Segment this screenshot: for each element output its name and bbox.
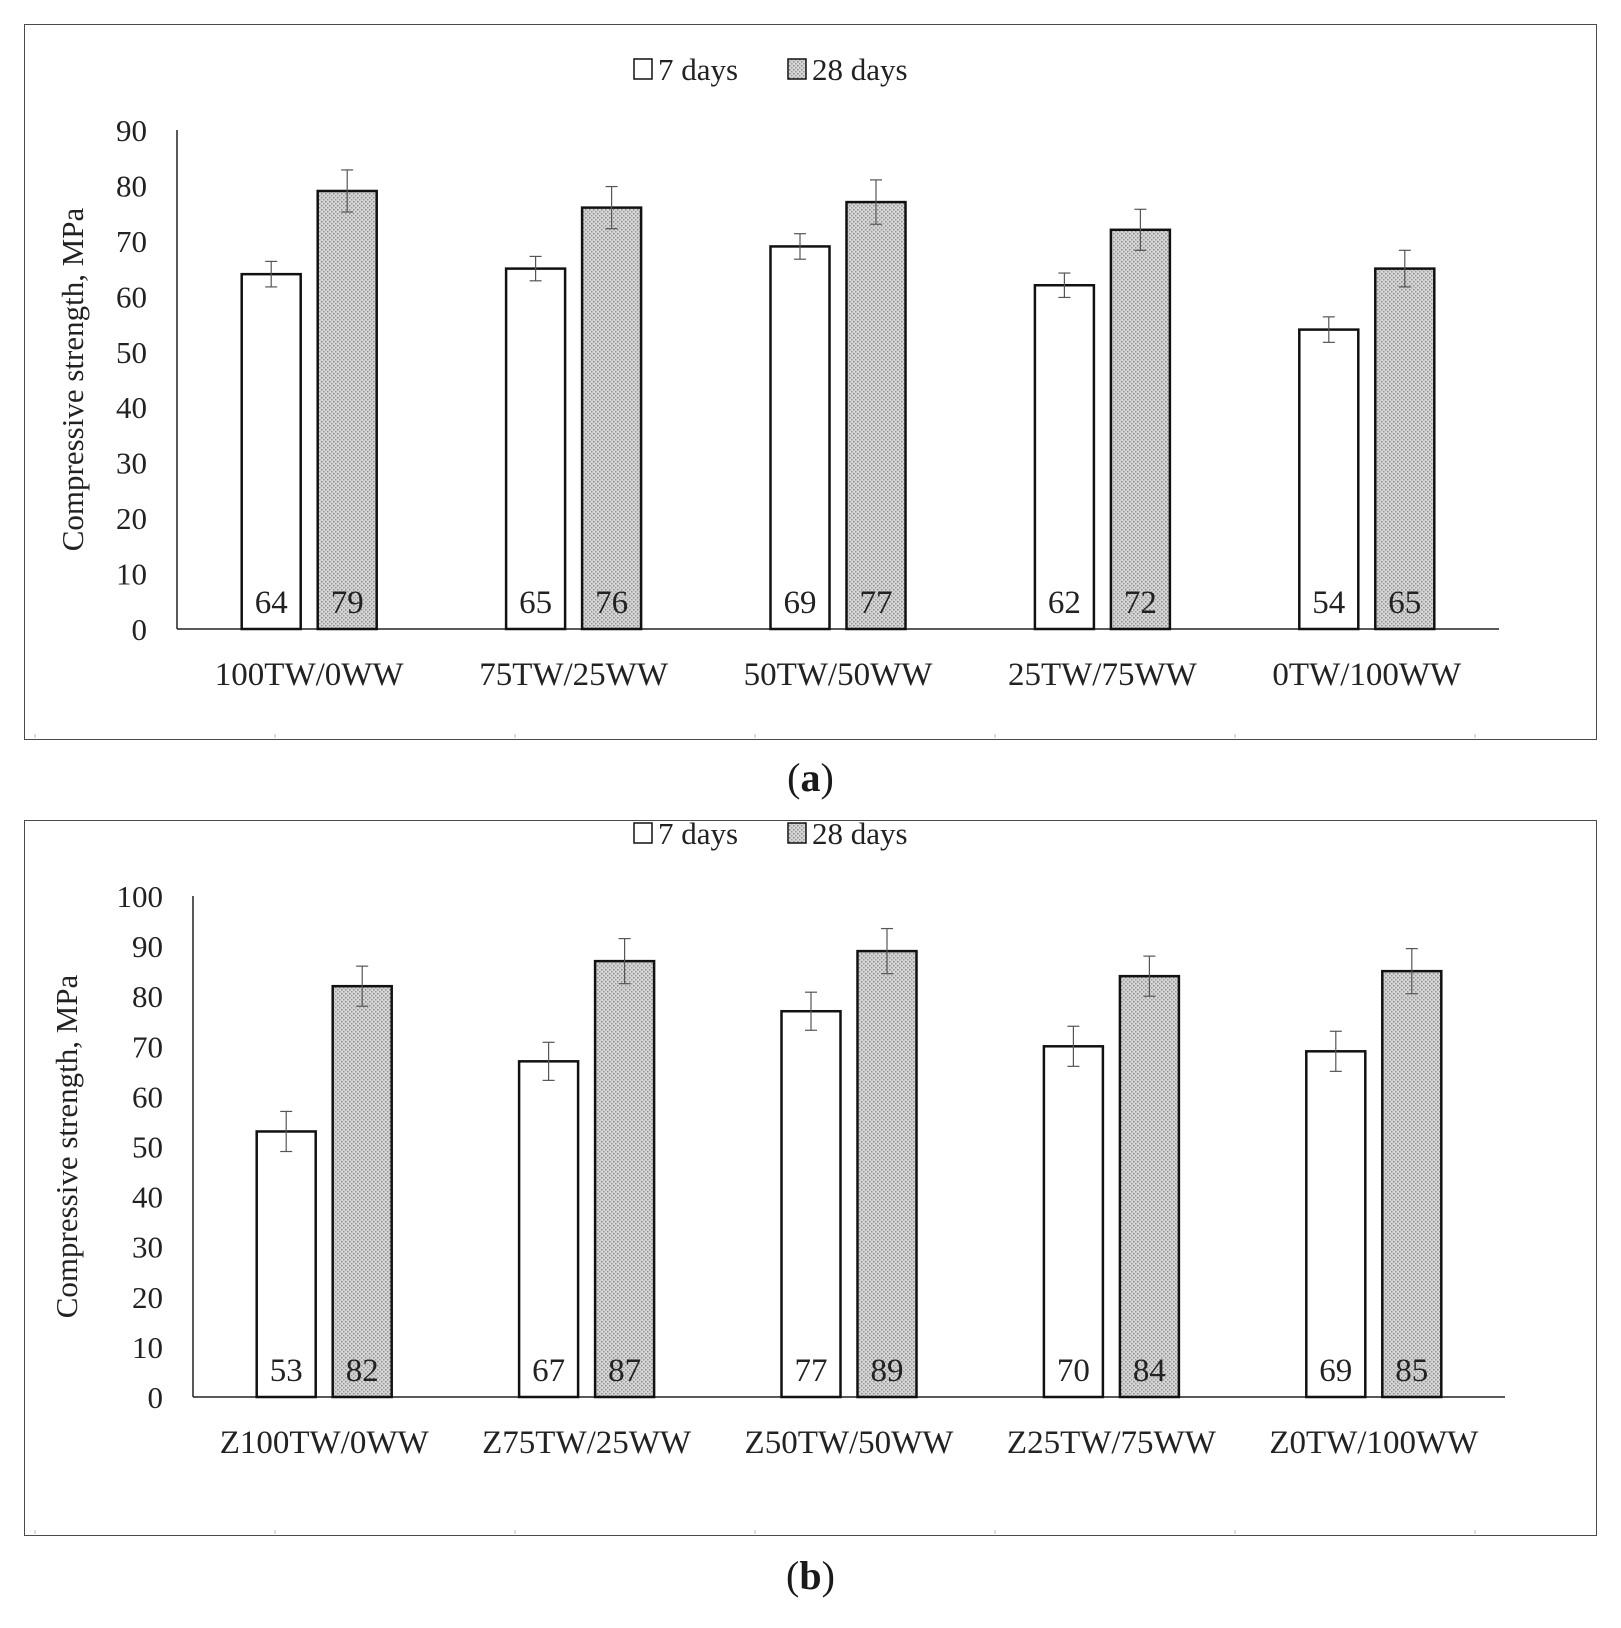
b-legend-label-7days: 7 days	[658, 821, 738, 851]
b-bar-28days	[593, 959, 656, 1399]
b-legend-swatch-7days	[633, 822, 653, 844]
b-data-label-28days: 82	[346, 1353, 379, 1389]
a-y-tick-label: 30	[116, 446, 147, 481]
a-bar-28days	[1109, 228, 1172, 631]
b-x-tick-label: Z75TW/25WW	[482, 1425, 692, 1461]
b-y-axis-title: Compressive strength, MPa	[49, 974, 84, 1318]
b-y-tick-label: 10	[132, 1330, 163, 1365]
b-bar-28days	[856, 949, 918, 1399]
b-y-tick-label: 70	[132, 1029, 163, 1064]
a-bar-28days	[845, 200, 907, 631]
a-legend-label-7days: 7 days	[658, 52, 738, 87]
a-bar-7days	[769, 245, 831, 631]
a-bar-7days	[240, 272, 302, 631]
b-y-tick-label: 90	[132, 929, 163, 964]
b-x-tick-label: Z100TW/0WW	[220, 1425, 430, 1461]
b-bar-7days	[1305, 1050, 1367, 1399]
b-y-tick-label: 20	[132, 1280, 163, 1315]
a-bar-28days	[1374, 267, 1436, 631]
a-x-tick-label: 50TW/50WW	[744, 657, 934, 693]
a-bar-7days	[1298, 328, 1360, 631]
chart-panel-a: 0 10 20 30 40 50 60 70 80 90 Compressive strength,…	[24, 24, 1597, 740]
a-data-label-28days: 76	[595, 585, 628, 621]
bar-chart-b: 0 10 20 30 40 50 60 70 80 90 100 Compressive streng…	[34, 821, 1505, 1534]
a-y-tick-label: 0	[132, 612, 148, 647]
a-y-tick-label: 10	[116, 557, 147, 592]
a-data-label-7days: 64	[255, 585, 288, 621]
a-x-tick-label: 0TW/100WW	[1272, 657, 1462, 693]
a-y-axis-title: Compressive strength, MPa	[55, 207, 90, 551]
a-y-tick-label: 70	[116, 224, 147, 259]
a-x-tick-label: 75TW/25WW	[479, 657, 669, 693]
chart-panel-b: 0 10 20 30 40 50 60 70 80 90 100 Compressive streng…	[24, 820, 1597, 1536]
b-legend-swatch-28days	[787, 822, 807, 844]
a-data-label-28days: 79	[331, 585, 364, 621]
a-legend-label-28days: 28 days	[812, 52, 908, 87]
b-legend-label-28days: 28 days	[812, 821, 908, 851]
a-y-tick-label: 90	[116, 113, 147, 148]
b-data-label-28days: 89	[871, 1353, 904, 1389]
b-bar-28days	[1118, 974, 1181, 1399]
b-data-label-28days: 87	[608, 1353, 641, 1389]
b-data-label-7days: 69	[1319, 1353, 1352, 1389]
b-x-tick-label: Z0TW/100WW	[1269, 1425, 1479, 1461]
a-legend-swatch-28days	[787, 58, 807, 80]
b-y-tick-label: 60	[132, 1079, 163, 1114]
caption-a-label: a	[800, 755, 821, 800]
b-bar-7days	[517, 1060, 580, 1399]
b-y-tick-label: 50	[132, 1130, 163, 1165]
b-y-tick-label: 40	[132, 1180, 163, 1215]
a-legend-swatch-7days	[633, 58, 653, 80]
a-data-label-28days: 65	[1388, 585, 1421, 621]
b-data-label-7days: 53	[270, 1353, 303, 1389]
a-x-tick-label: 25TW/75WW	[1008, 657, 1198, 693]
caption-a: (a)	[787, 755, 834, 800]
b-data-label-28days: 85	[1395, 1353, 1428, 1389]
b-bar-7days	[1042, 1045, 1105, 1399]
b-x-tick-label: Z50TW/50WW	[745, 1425, 955, 1461]
a-data-label-7days: 65	[519, 585, 552, 621]
b-data-label-7days: 67	[532, 1353, 565, 1389]
a-data-label-7days: 54	[1312, 585, 1345, 621]
b-x-tick-label: Z25TW/75WW	[1007, 1425, 1217, 1461]
b-bar-28days	[331, 984, 393, 1399]
a-y-tick-label: 20	[116, 501, 147, 536]
b-data-label-7days: 77	[795, 1353, 828, 1389]
a-y-tick-label: 50	[116, 335, 147, 370]
b-y-tick-label: 80	[132, 979, 163, 1014]
a-y-tick-label: 60	[116, 279, 147, 314]
a-data-label-28days: 77	[860, 585, 893, 621]
a-bar-28days	[316, 189, 378, 631]
a-y-tick-label: 80	[116, 168, 147, 203]
b-bar-7days	[255, 1130, 317, 1399]
caption-b: (b)	[786, 1553, 835, 1598]
a-y-tick-label: 40	[116, 390, 147, 425]
b-y-tick-label: 30	[132, 1230, 163, 1265]
b-bar-28days	[1381, 969, 1443, 1399]
a-bar-7days	[1033, 283, 1096, 631]
a-data-label-7days: 62	[1048, 585, 1081, 621]
a-bar-7days	[504, 267, 567, 631]
b-bar-7days	[780, 1009, 842, 1399]
a-data-label-7days: 69	[784, 585, 817, 621]
a-bar-28days	[580, 206, 643, 631]
a-data-label-28days: 72	[1124, 585, 1157, 621]
caption-b-label: b	[799, 1553, 822, 1598]
b-data-label-28days: 84	[1133, 1353, 1166, 1389]
a-x-tick-label: 100TW/0WW	[215, 657, 405, 693]
bar-chart-a: 0 10 20 30 40 50 60 70 80 90 Compressive strength,…	[34, 52, 1499, 738]
b-data-label-7days: 70	[1057, 1353, 1090, 1389]
b-y-tick-label: 100	[117, 879, 164, 914]
b-y-tick-label: 0	[148, 1380, 164, 1415]
